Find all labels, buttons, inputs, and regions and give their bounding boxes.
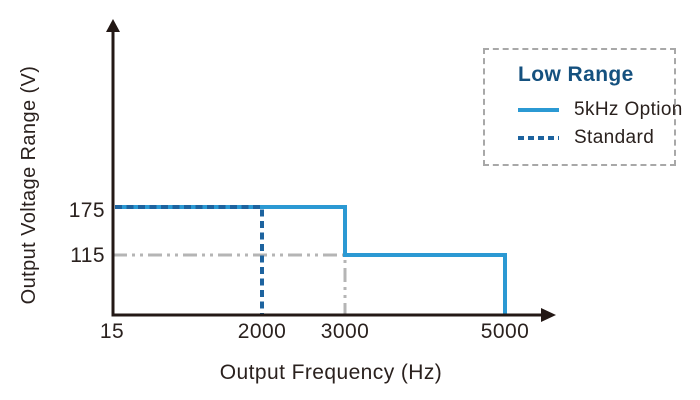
y-axis-arrow-icon xyxy=(106,19,120,32)
x-tick-3000: 3000 xyxy=(320,320,370,343)
legend-box: Low Range 5kHz Option Standard xyxy=(483,48,682,166)
x-tick-5000: 5000 xyxy=(480,320,530,343)
x-tick-2000: 2000 xyxy=(237,320,287,343)
legend-item-5khz-option: 5kHz Option xyxy=(518,98,683,122)
legend-title: Low Range xyxy=(518,63,634,86)
legend-item-label: Standard xyxy=(574,127,655,148)
legend-item-standard: Standard xyxy=(518,126,654,150)
solid-line-swatch-icon xyxy=(518,108,559,112)
x-tick-15: 15 xyxy=(99,320,125,343)
x-axis-title: Output Frequency (Hz) xyxy=(219,361,443,384)
guide-line-115v xyxy=(113,253,347,314)
series-5khz-option-line xyxy=(115,205,507,314)
y-tick-175: 175 xyxy=(68,199,105,222)
y-tick-115: 115 xyxy=(70,244,105,267)
legend-item-label: 5kHz Option xyxy=(574,99,683,120)
series-standard-line xyxy=(115,205,264,314)
y-axis-title: Output Voltage Range (V) xyxy=(18,65,40,305)
dashed-line-swatch-icon xyxy=(518,136,559,140)
x-axis-arrow-icon xyxy=(541,308,556,322)
